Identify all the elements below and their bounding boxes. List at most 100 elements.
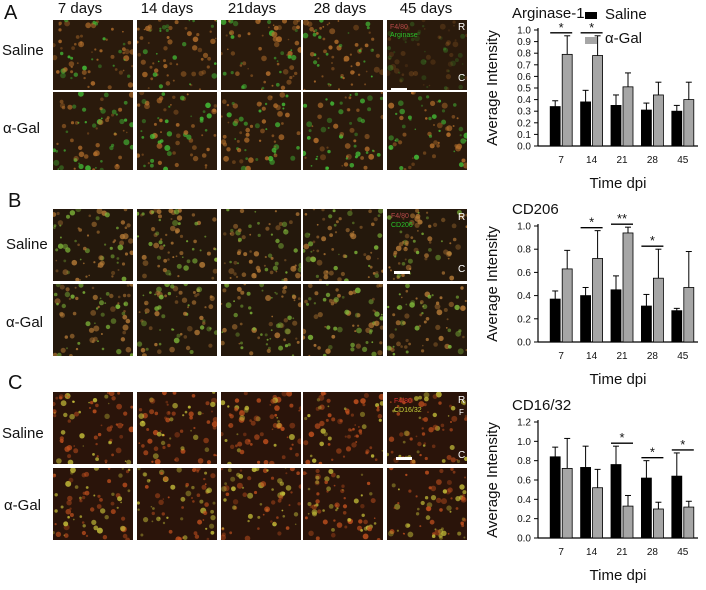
row-label-c-agal: α-Gal [4, 497, 42, 514]
micrograph-c-saline-3 [221, 392, 301, 464]
orient-label-c-c: C [458, 450, 466, 461]
row-label-c-saline: Saline [2, 425, 44, 442]
y-tick-label: 1.0 [517, 26, 531, 37]
significance-marker: * [650, 233, 655, 248]
orient-label-c-r: R [458, 395, 466, 406]
x-tick-label: 21 [616, 351, 628, 362]
day-header-2: 14 days [140, 0, 194, 17]
x-tick-label: 21 [616, 547, 628, 558]
x-tick-label: 28 [647, 351, 659, 362]
micrograph-b-agal-4 [303, 284, 383, 356]
bar-saline-21 [610, 105, 622, 147]
x-tick-label: 21 [616, 155, 628, 166]
micrograph-b-agal-1 [53, 284, 133, 356]
legend-agal-label: α-Gal [605, 30, 643, 47]
y-tick-label: 0.7 [517, 60, 531, 71]
y-tick-label: 0.8 [517, 49, 531, 60]
bar-agal-7 [561, 468, 573, 539]
stain-label-b-f480: F4/80 [391, 213, 409, 220]
x-tick-label: 7 [558, 547, 564, 558]
bar-agal-28 [652, 277, 664, 343]
x-tick-label: 45 [677, 351, 689, 362]
micrograph-a-agal-3 [221, 92, 301, 170]
orient-label-b-c: C [458, 264, 466, 275]
bar-saline-7 [549, 106, 561, 147]
x-tick-label: 28 [647, 155, 659, 166]
legend-saline-label: Saline [605, 6, 647, 23]
significance-marker: * [650, 445, 655, 460]
significance-marker: * [619, 430, 624, 445]
y-axis-label: Average Intensity [484, 226, 501, 342]
bar-saline-14 [580, 101, 591, 147]
micrograph-a-saline-2 [137, 20, 217, 90]
y-tick-label: 0.5 [517, 84, 531, 95]
significance-marker: * [589, 215, 594, 230]
y-axis-label: Average Intensity [484, 422, 501, 538]
bar-agal-21 [622, 86, 634, 147]
y-tick-label: 0.8 [517, 456, 531, 467]
micrograph-b-saline-4 [303, 209, 383, 281]
bar-saline-28 [640, 477, 652, 539]
bar-agal-14 [592, 258, 603, 343]
bar-agal-21 [622, 232, 634, 343]
y-tick-label: 0.1 [517, 130, 531, 141]
chart-cd206: CD206 0.0 0.2 0.4 0.6 0.8 1.0 Average Intensity… [478, 196, 706, 394]
panel-letter-c: C [8, 372, 23, 394]
bar-saline-14 [580, 467, 591, 539]
bar-saline-28 [640, 109, 652, 147]
bar-agal-7 [561, 53, 573, 147]
x-tick-label: 14 [586, 155, 598, 166]
micrograph-b-saline-1 [53, 209, 133, 281]
y-tick-label: 0.6 [517, 72, 531, 83]
micrograph-a-agal-1 [53, 92, 133, 170]
y-tick-label: 0.4 [517, 495, 531, 506]
micrograph-c-saline-4 [303, 392, 383, 464]
orient-label-a-r: R [458, 22, 466, 33]
micrograph-b-saline-2 [137, 209, 217, 281]
y-tick-label: 0.6 [517, 476, 531, 487]
significance-marker: * [589, 20, 594, 35]
significance-marker: * [559, 20, 564, 35]
chart-arginase: Arginase-1 0.0 0.1 0.2 0.3 0.4 0.5 0.6 0.7 0.8 0.9… [478, 0, 706, 198]
chart-title: Arginase-1 [512, 5, 585, 22]
x-tick-label: 14 [586, 547, 598, 558]
x-tick-label: 7 [558, 155, 564, 166]
chart-title: CD16/32 [512, 397, 571, 414]
micrograph-a-saline-5 [387, 20, 467, 90]
row-label-a-agal: α-Gal [3, 120, 41, 137]
stain-label-c-f480: F4/80 [394, 398, 412, 405]
x-tick-label: 28 [647, 547, 659, 558]
bar-agal-28 [652, 94, 664, 147]
bar-agal-7 [561, 268, 573, 343]
bar-agal-45 [683, 287, 695, 343]
x-tick-label: 45 [677, 155, 689, 166]
micrograph-a-agal-2 [137, 92, 217, 170]
row-label-b-agal: α-Gal [6, 314, 44, 331]
day-header-5: 45 days [399, 0, 453, 17]
bar-saline-45 [671, 310, 683, 343]
bar-agal-14 [592, 487, 603, 539]
x-axis-label: Time dpi [590, 567, 647, 584]
micrograph-a-agal-4 [303, 92, 383, 170]
day-header-4: 28 days [313, 0, 367, 17]
scale-bar-c [396, 457, 412, 460]
bar-saline-21 [610, 464, 622, 539]
y-tick-label: 0.0 [517, 142, 531, 153]
x-tick-label: 7 [558, 351, 564, 362]
y-tick-label: 1.0 [517, 437, 531, 448]
y-tick-label: 0.0 [517, 338, 531, 349]
panel-letter-b: B [8, 190, 22, 212]
bar-saline-7 [549, 456, 561, 539]
micrograph-c-saline-2 [137, 392, 217, 464]
orient-label-b-r: R [458, 212, 466, 223]
x-axis-label: Time dpi [590, 371, 647, 388]
y-tick-label: 0.8 [517, 245, 531, 256]
x-axis-label: Time dpi [590, 175, 647, 192]
x-tick-label: 45 [677, 547, 689, 558]
micrograph-a-agal-5 [387, 92, 467, 170]
micrograph-b-saline-5 [387, 209, 467, 281]
legend-agal-swatch [585, 37, 597, 44]
micrograph-b-agal-2 [137, 284, 217, 356]
bar-saline-45 [671, 475, 683, 539]
y-tick-label: 0.9 [517, 37, 531, 48]
